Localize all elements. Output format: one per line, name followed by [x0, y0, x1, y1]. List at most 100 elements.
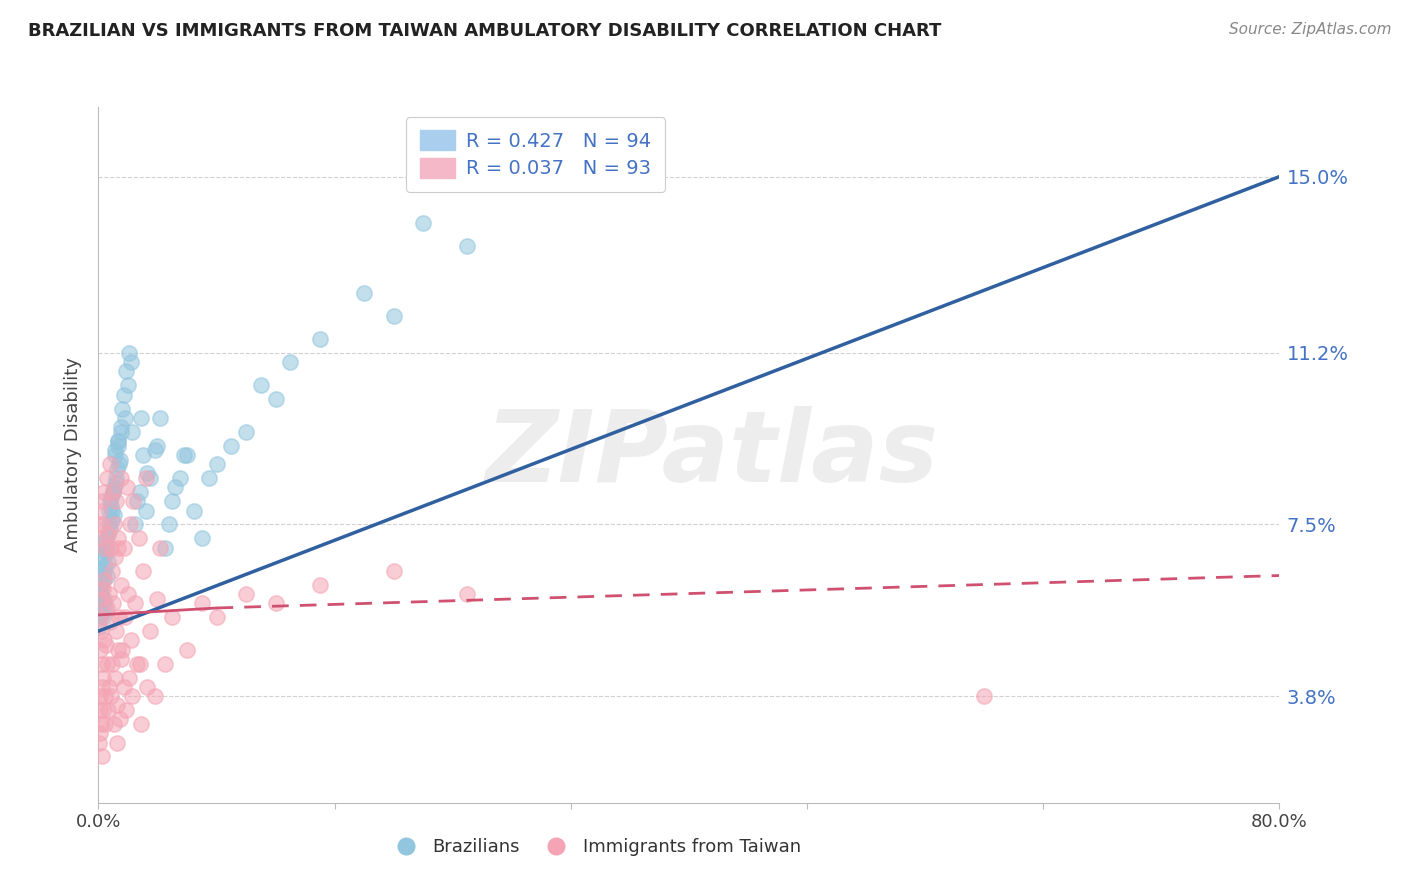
Point: [205, 457, 228, 471]
Point: [98, 680, 121, 694]
Point: [104, 494, 127, 508]
Point: [191, 532, 214, 546]
Point: [120, 355, 142, 369]
Point: [97, 526, 120, 541]
Point: [108, 610, 131, 624]
Point: [103, 517, 125, 532]
Point: [176, 448, 198, 462]
Point: [162, 494, 183, 508]
Point: [105, 698, 128, 713]
Point: [100, 503, 122, 517]
Point: [101, 485, 124, 500]
Point: [107, 434, 129, 448]
Point: [89, 587, 111, 601]
Point: [111, 401, 134, 416]
Point: [146, 591, 169, 606]
Point: [90, 578, 112, 592]
Point: [135, 503, 157, 517]
Point: [100, 689, 122, 703]
Point: [110, 652, 132, 666]
Point: [101, 657, 124, 671]
Point: [94, 717, 117, 731]
Point: [198, 471, 221, 485]
Point: [169, 471, 191, 485]
Point: [89, 517, 111, 532]
Point: [98, 522, 121, 536]
Point: [105, 471, 128, 485]
Point: [89, 549, 111, 564]
Point: [115, 364, 138, 378]
Y-axis label: Ambulatory Disability: Ambulatory Disability: [65, 358, 83, 552]
Point: [93, 485, 115, 500]
Point: [117, 378, 139, 392]
Point: [90, 606, 112, 620]
Point: [173, 448, 195, 462]
Point: [91, 671, 114, 685]
Point: [94, 541, 117, 555]
Point: [89, 619, 111, 633]
Point: [91, 568, 114, 582]
Point: [124, 517, 146, 532]
Point: [112, 387, 135, 401]
Text: Source: ZipAtlas.com: Source: ZipAtlas.com: [1229, 22, 1392, 37]
Point: [98, 615, 121, 629]
Point: [122, 494, 145, 508]
Point: [90, 494, 112, 508]
Point: [89, 610, 111, 624]
Point: [105, 462, 128, 476]
Point: [89, 689, 111, 703]
Point: [93, 633, 115, 648]
Point: [143, 443, 166, 458]
Point: [107, 532, 129, 546]
Point: [90, 717, 112, 731]
Point: [129, 410, 152, 425]
Point: [108, 452, 131, 467]
Point: [143, 689, 166, 703]
Point: [100, 564, 122, 578]
Point: [107, 541, 129, 555]
Point: [97, 526, 120, 541]
Point: [120, 633, 142, 648]
Point: [353, 285, 375, 300]
Point: [264, 596, 287, 610]
Point: [221, 439, 243, 453]
Point: [89, 735, 111, 749]
Point: [121, 425, 143, 439]
Point: [183, 503, 205, 517]
Point: [278, 355, 302, 369]
Point: [100, 541, 122, 555]
Point: [97, 587, 120, 601]
Text: ZIPatlas: ZIPatlas: [486, 407, 939, 503]
Point: [165, 480, 187, 494]
Point: [115, 703, 138, 717]
Point: [89, 610, 111, 624]
Point: [104, 671, 127, 685]
Point: [191, 596, 214, 610]
Point: [382, 564, 405, 578]
Point: [93, 573, 115, 587]
Point: [90, 587, 112, 601]
Point: [89, 596, 111, 610]
Point: [103, 480, 125, 494]
Point: [91, 610, 114, 624]
Point: [120, 517, 142, 532]
Point: [91, 657, 114, 671]
Point: [91, 573, 114, 587]
Point: [91, 517, 114, 532]
Point: [90, 582, 112, 597]
Point: [91, 549, 114, 564]
Point: [97, 517, 120, 532]
Point: [110, 578, 132, 592]
Point: [93, 689, 115, 703]
Point: [117, 480, 139, 494]
Point: [100, 490, 122, 504]
Point: [412, 216, 434, 230]
Point: [107, 439, 129, 453]
Point: [112, 680, 135, 694]
Point: [125, 657, 148, 671]
Point: [94, 532, 117, 546]
Point: [104, 475, 127, 490]
Point: [128, 532, 150, 546]
Point: [93, 601, 115, 615]
Point: [103, 596, 125, 610]
